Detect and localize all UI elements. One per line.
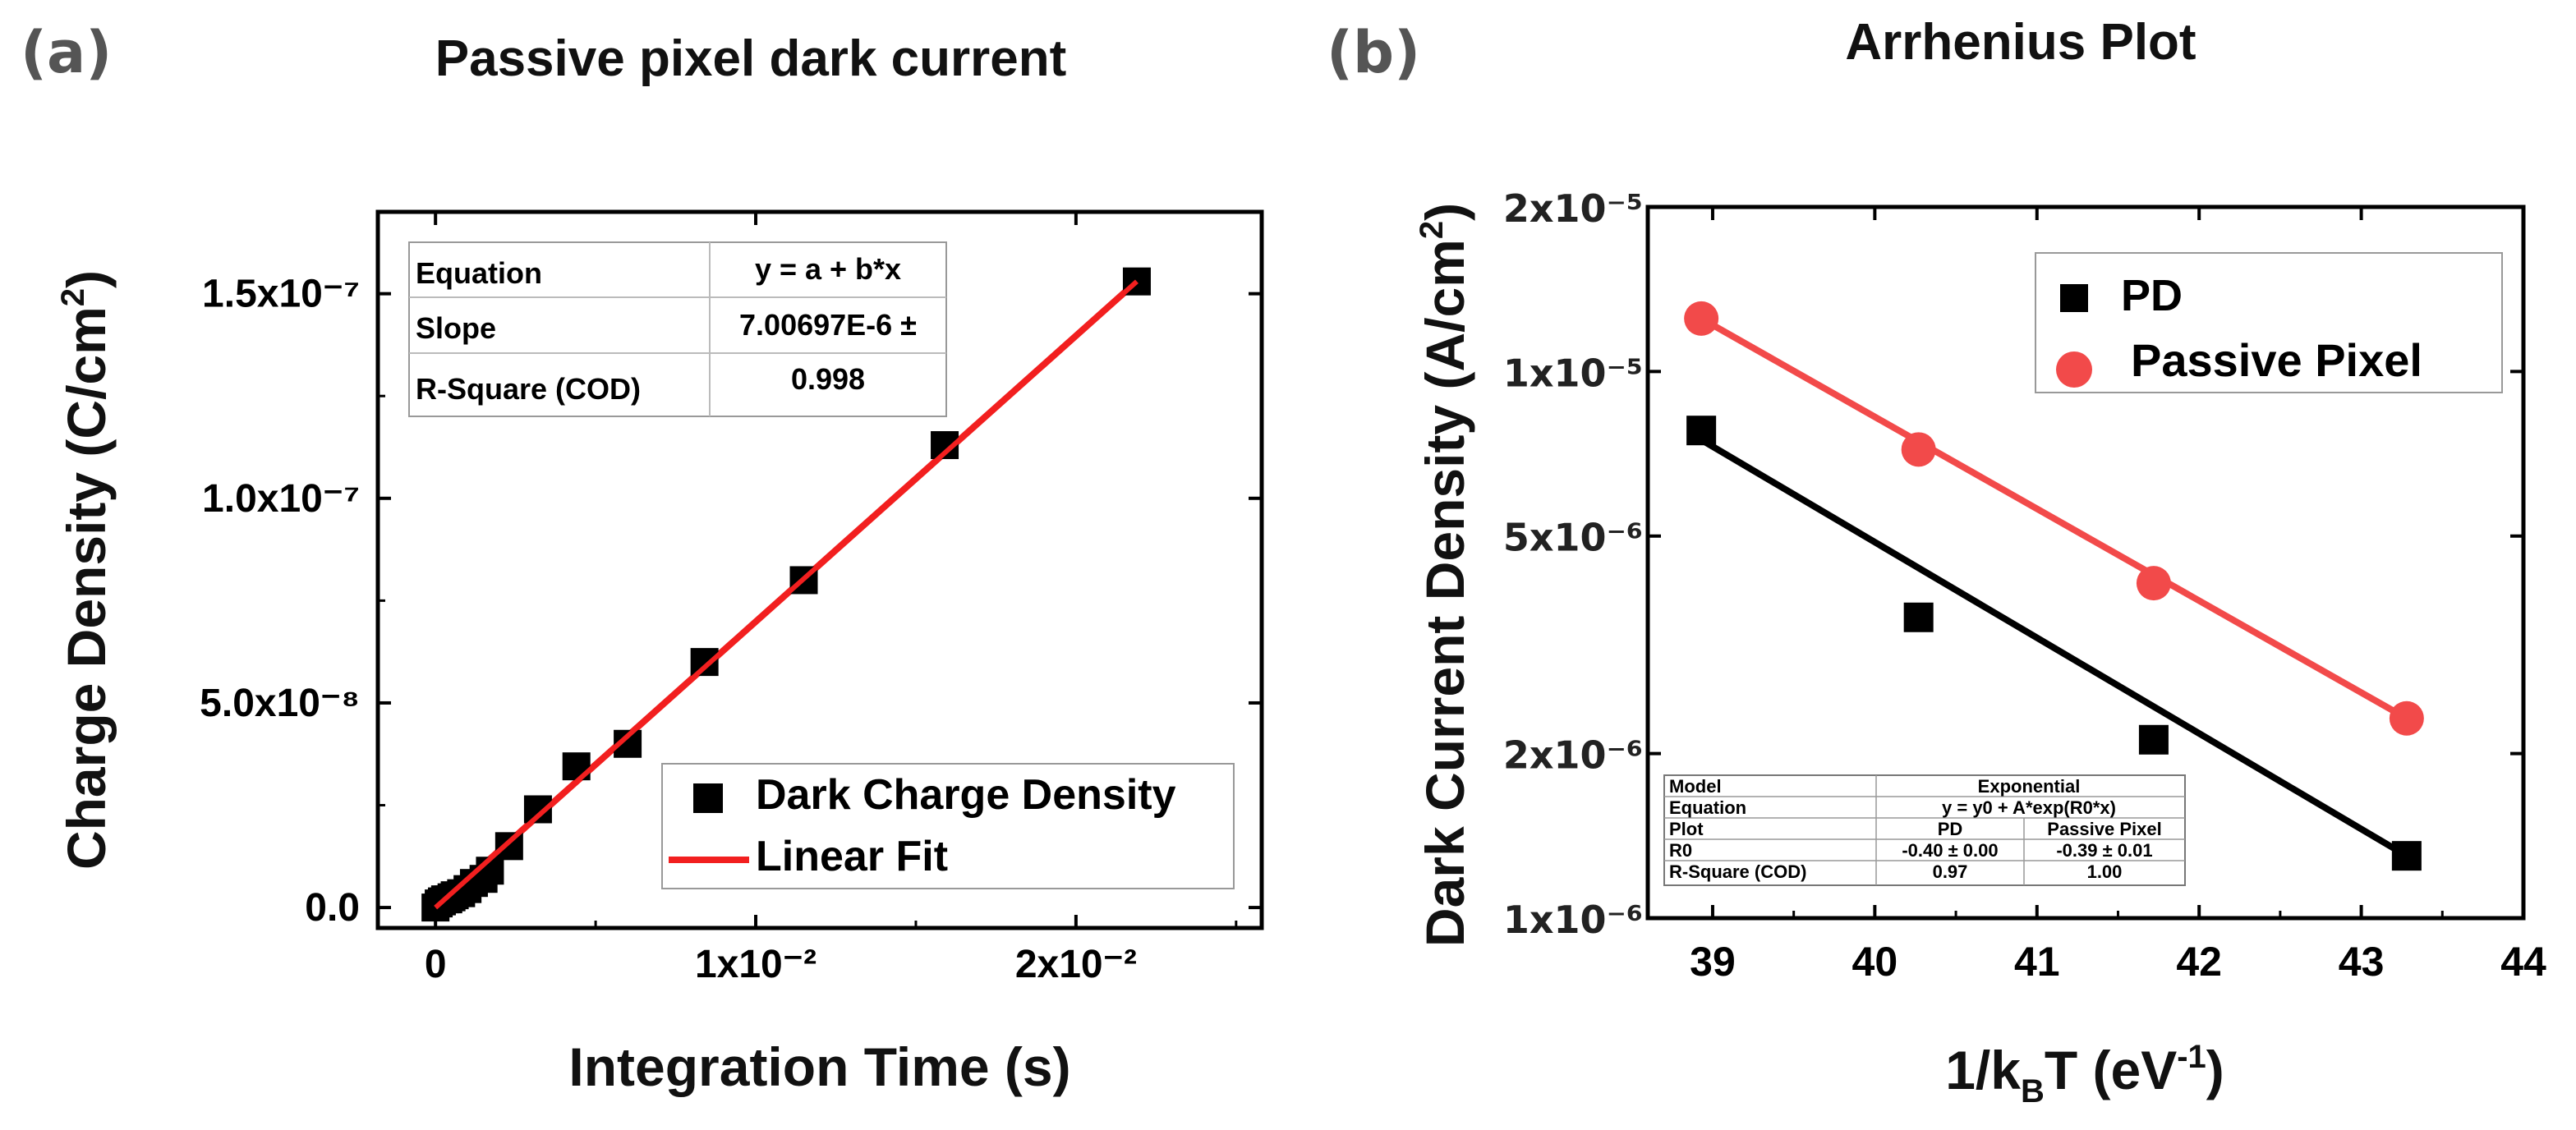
y-tick-label-a: 5.0x10⁻⁸ — [200, 682, 360, 725]
y-tick-label-a: 1.0x10⁻⁷ — [202, 477, 360, 521]
chart-a-plot-frame — [375, 209, 1264, 930]
fit-line-b-1 — [1700, 315, 2408, 722]
chart-a-legend: Dark Charge Density Linear Fit — [661, 763, 1235, 889]
x-tick-label-b: 39 — [1690, 939, 1736, 985]
fit-table-a-value-0: y = a + b*x — [755, 252, 901, 286]
y-tick-label-a: 0.0 — [305, 886, 360, 930]
y-tick-label-b: 2x10⁻⁶ — [1503, 733, 1643, 778]
x-tick-label-b: 41 — [2014, 939, 2060, 985]
chart-a-ylabel-close: ) — [56, 270, 117, 288]
chart-b-ylabel: Dark Current Density (A/cm2) — [1414, 203, 1475, 947]
legend-b-label-0: PD — [2121, 271, 2183, 320]
x-tick-label-b: 44 — [2500, 939, 2546, 985]
fit-table-b-cell-2-1: PD — [1938, 819, 1963, 839]
x-tick-label-b: 42 — [2176, 939, 2222, 985]
fit-table-b-cell-2-2: Passive Pixel — [2047, 819, 2161, 839]
y-tick-label-b: 2x10⁻⁵ — [1503, 186, 1643, 231]
chart-b-xlabel-close: ) — [2206, 1040, 2224, 1100]
fit-line-b-0 — [1700, 437, 2408, 859]
fit-table-b-cell-1-1: y = y0 + A*exp(R0*x) — [1942, 797, 2116, 818]
fit-table-a-key-1: Slope — [416, 311, 496, 345]
data-point-b-pd — [1903, 602, 1934, 632]
panel-label-a: (a) — [21, 19, 112, 86]
fit-table-b-cell-1-0: Equation — [1669, 797, 1746, 818]
fit-table-b-cell-4-0: R-Square (COD) — [1669, 861, 1806, 882]
chart-a-ylabel-sup: 2 — [55, 288, 91, 306]
data-point-b-passive — [2136, 566, 2171, 601]
chart-a-title: Passive pixel dark current — [435, 30, 1067, 87]
x-tick-label-a: 1x10⁻² — [695, 943, 816, 986]
x-tick-label-b: 43 — [2339, 939, 2385, 985]
fit-table-b-cell-4-2: 1.00 — [2087, 861, 2123, 882]
data-point-b-pd — [1686, 416, 1717, 446]
fit-table-b-cell-4-1: 0.97 — [1933, 861, 1968, 882]
chart-a-ylabel: Charge Density (C/cm2) — [55, 270, 117, 870]
data-point-b-passive — [1901, 432, 1936, 467]
chart-b-plot-frame — [1645, 204, 2526, 921]
legend-a-square-marker — [693, 783, 723, 813]
fit-line-a-overlay — [434, 279, 1138, 910]
chart-b-legend: PD Passive Pixel — [2035, 252, 2503, 393]
chart-b-xlabel-mid: T (eV — [2045, 1040, 2177, 1100]
fit-table-b-cell-0-1: Exponential — [1978, 776, 2081, 797]
legend-b-circle-marker — [2056, 351, 2092, 388]
data-point-a — [690, 648, 719, 677]
chart-b-xlabel-sup: -1 — [2177, 1039, 2206, 1075]
data-point-a — [494, 832, 523, 861]
chart-b-xlabel-main: 1/k — [1945, 1040, 2021, 1100]
fit-table-b-cell-2-0: Plot — [1669, 819, 1704, 839]
fit-table-a-value-1: 7.00697E-6 ± — [739, 308, 917, 342]
chart-b-ylabel-sup: 2 — [1414, 221, 1450, 239]
y-tick-label-b: 1x10⁻⁶ — [1503, 898, 1643, 942]
data-point-b-passive — [1684, 301, 1719, 336]
fit-table-b-cell-3-2: -0.39 ± 0.01 — [2056, 840, 2152, 861]
y-tick-label-b: 1x10⁻⁵ — [1503, 351, 1643, 395]
chart-b-title: Arrhenius Plot — [1845, 14, 2196, 71]
chart-a-fit-table: Equation y = a + b*x Slope 7.00697E-6 ± … — [408, 241, 947, 417]
chart-a: 0 1x10⁻² 2x10⁻² 0.0 5.0x10⁻⁸ 1.0x10⁻⁷ 1.5x10⁻⁷… — [55, 209, 1264, 1097]
fit-table-a-key-2: R-Square (COD) — [416, 372, 641, 406]
data-point-b-passive — [2389, 701, 2424, 736]
fit-table-b-cell-3-1: -0.40 ± 0.00 — [1902, 840, 1998, 861]
chart-a-ylabel-main: Charge Density (C/cm — [56, 306, 117, 870]
x-tick-label-a: 2x10⁻² — [1015, 943, 1137, 986]
legend-b-square-marker — [2060, 284, 2088, 312]
x-tick-label-b: 40 — [1852, 939, 1898, 985]
y-tick-label-b: 5x10⁻⁶ — [1503, 516, 1643, 560]
chart-b-xlabel: 1/kBT (eV-1) — [1945, 1039, 2224, 1109]
chart-b-ylabel-main: Dark Current Density (A/cm — [1414, 239, 1475, 947]
fit-table-b-cell-3-0: R0 — [1669, 840, 1692, 861]
legend-a-label-0: Dark Charge Density — [756, 771, 1176, 819]
fit-table-b-cell-0-0: Model — [1669, 776, 1722, 797]
fit-table-a-value-2: 0.998 — [791, 362, 865, 396]
chart-b-fit-table: Model Exponential Equation y = y0 + A*ex… — [1663, 774, 2186, 886]
y-tick-label-a: 1.5x10⁻⁷ — [202, 273, 360, 316]
data-point-b-pd — [2391, 841, 2422, 871]
x-tick-label-a: 0 — [425, 943, 447, 986]
data-point-b-pd — [2138, 724, 2169, 755]
chart-b-ylabel-close: ) — [1414, 203, 1475, 221]
chart-a-xlabel: Integration Time (s) — [568, 1036, 1070, 1097]
chart-b: 39 40 41 42 43 44 1x10⁻⁶ 2x10⁻⁶ 5x10⁻⁶ 1x10⁻⁵ 2x10… — [1414, 186, 2546, 1109]
fit-table-a-key-0: Equation — [416, 256, 542, 290]
legend-b-label-1: Passive Pixel — [2131, 334, 2422, 386]
legend-a-label-1: Linear Fit — [756, 833, 948, 880]
chart-b-xlabel-sub: B — [2021, 1073, 2045, 1109]
panel-label-b: (b) — [1327, 19, 1420, 86]
